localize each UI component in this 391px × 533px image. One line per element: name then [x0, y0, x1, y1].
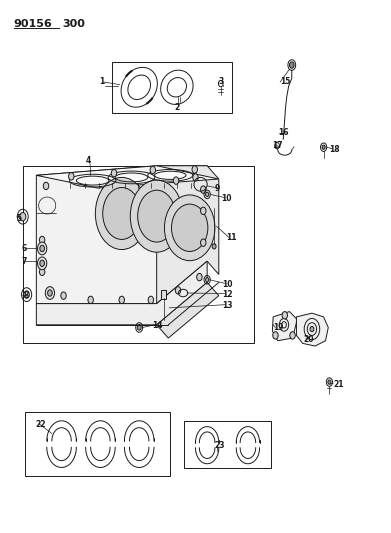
Text: 6: 6	[22, 244, 27, 253]
Circle shape	[206, 278, 209, 282]
Circle shape	[39, 236, 45, 244]
Ellipse shape	[165, 195, 215, 261]
Circle shape	[282, 312, 287, 319]
Text: 8: 8	[24, 290, 29, 300]
Circle shape	[39, 268, 45, 276]
Circle shape	[20, 213, 26, 221]
Text: 13: 13	[222, 301, 232, 310]
Circle shape	[173, 177, 179, 184]
Circle shape	[45, 287, 55, 300]
Circle shape	[88, 296, 93, 304]
Circle shape	[212, 244, 216, 249]
Text: 12: 12	[222, 290, 232, 299]
Text: 14: 14	[152, 321, 163, 330]
Text: 5: 5	[17, 214, 22, 223]
Bar	[23, 166, 254, 343]
Circle shape	[68, 173, 74, 180]
Text: 1: 1	[99, 77, 104, 86]
Text: 23: 23	[214, 441, 225, 450]
Ellipse shape	[95, 177, 148, 249]
Text: 16: 16	[278, 128, 288, 138]
Ellipse shape	[130, 180, 183, 252]
Text: 17: 17	[273, 141, 283, 150]
Text: 7: 7	[22, 257, 27, 265]
Circle shape	[40, 260, 45, 266]
Text: 21: 21	[333, 379, 344, 389]
Circle shape	[201, 186, 206, 193]
Polygon shape	[296, 313, 328, 346]
Text: 2: 2	[174, 103, 179, 112]
Text: 18: 18	[330, 146, 340, 155]
Circle shape	[40, 245, 45, 252]
Circle shape	[38, 242, 47, 255]
Bar	[112, 62, 232, 113]
Circle shape	[38, 257, 47, 270]
Text: 3: 3	[219, 77, 224, 86]
Bar	[25, 413, 170, 476]
Text: 90156: 90156	[14, 19, 52, 29]
Circle shape	[201, 207, 206, 215]
Circle shape	[206, 192, 209, 197]
Circle shape	[137, 325, 141, 330]
Circle shape	[290, 332, 295, 339]
Circle shape	[201, 239, 206, 246]
Circle shape	[150, 166, 156, 174]
Text: 9: 9	[214, 183, 219, 192]
Ellipse shape	[172, 204, 208, 252]
Polygon shape	[273, 312, 297, 341]
Circle shape	[192, 166, 197, 173]
Text: 10: 10	[221, 194, 231, 203]
Circle shape	[289, 62, 294, 68]
Bar	[184, 421, 271, 468]
Circle shape	[43, 182, 49, 190]
Bar	[161, 290, 166, 300]
Text: 4: 4	[86, 156, 91, 165]
Text: 10: 10	[222, 280, 232, 289]
Polygon shape	[36, 261, 207, 325]
Ellipse shape	[138, 190, 176, 242]
Circle shape	[61, 292, 66, 300]
Polygon shape	[36, 166, 207, 304]
Text: 20: 20	[303, 335, 314, 344]
Circle shape	[48, 290, 52, 296]
Circle shape	[119, 296, 124, 304]
Circle shape	[148, 296, 154, 304]
Circle shape	[310, 326, 314, 332]
Ellipse shape	[103, 188, 141, 239]
Circle shape	[322, 145, 325, 149]
Polygon shape	[36, 166, 219, 188]
Circle shape	[197, 273, 202, 281]
Polygon shape	[157, 166, 219, 304]
Text: 300: 300	[63, 19, 86, 29]
Circle shape	[328, 380, 331, 384]
Text: 11: 11	[226, 233, 236, 242]
Circle shape	[193, 174, 198, 181]
Circle shape	[273, 332, 278, 339]
Circle shape	[175, 287, 181, 294]
Polygon shape	[157, 282, 219, 338]
Text: 19: 19	[273, 323, 283, 332]
Text: 22: 22	[36, 420, 46, 429]
Text: 15: 15	[280, 77, 291, 86]
Circle shape	[111, 169, 117, 177]
